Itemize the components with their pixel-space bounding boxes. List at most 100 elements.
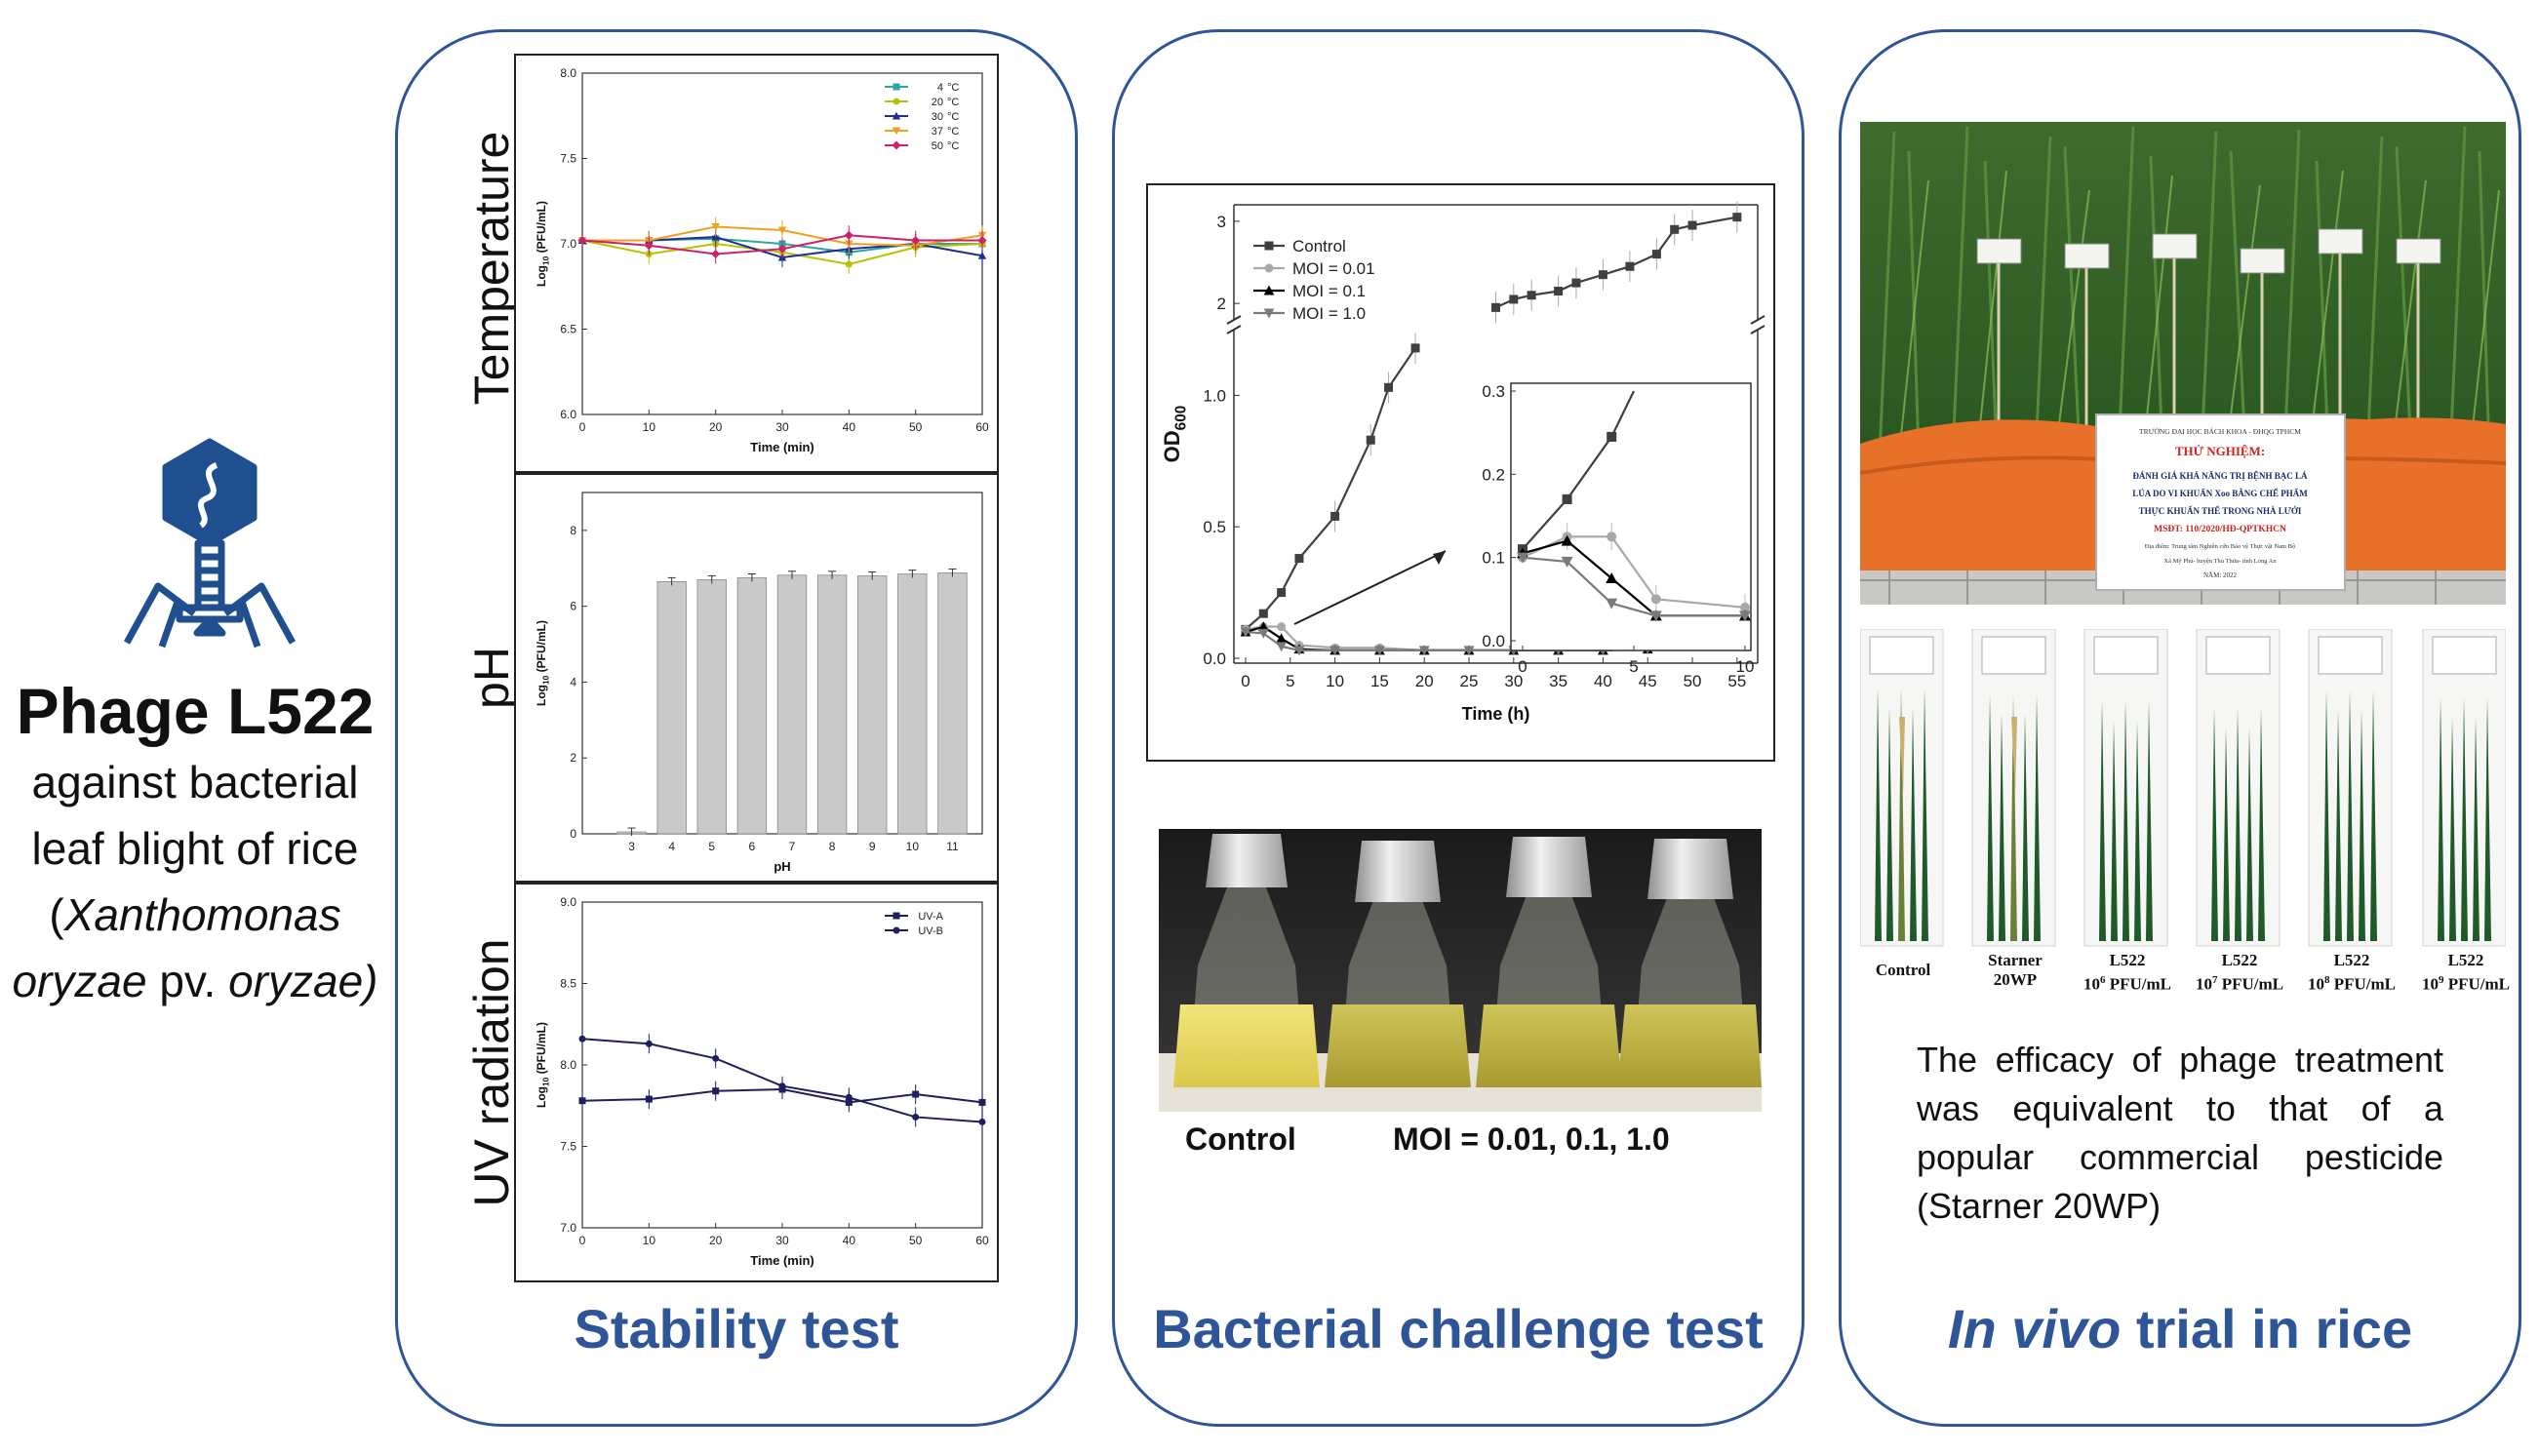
- y-tick-label: 8: [570, 524, 576, 537]
- x-tick-label: 50: [909, 420, 923, 434]
- series-control: [1241, 201, 1742, 634]
- inset-series-line: [1522, 390, 1635, 550]
- sign-line-4: LÚA DO VI KHUẨN Xoo BẰNG CHẾ PHẨM: [2132, 489, 2308, 498]
- rice-leaf: [1898, 688, 1905, 941]
- trial-sign: TRƯỜNG ĐẠI HỌC BÁCH KHOA - ĐHQG TPHCM TH…: [2095, 413, 2346, 591]
- data-point: [1625, 261, 1635, 271]
- leaf-label-6: L522 109 PFU/mL: [2411, 951, 2520, 995]
- leaf-label-unit: PFU/mL: [2105, 974, 2172, 994]
- x-axis-label: Time (min): [750, 1253, 814, 1268]
- x-tick-label: 9: [869, 840, 876, 853]
- data-point: [1258, 609, 1268, 618]
- sign-line-7: Địa điểm: Trung tâm Nghiên cứu Bảo vệ Th…: [2145, 543, 2295, 550]
- x-axis-label: Time (h): [1462, 704, 1530, 724]
- data-point: [1410, 343, 1420, 353]
- rice-leaf: [2223, 728, 2230, 941]
- legend-marker: [893, 83, 900, 91]
- x-tick-label: 40: [843, 1234, 856, 1247]
- ph-chart: 0 2 4 6 8 3 4 5 6 7 8 9 10 11 pH Log10 (PFU/mL): [535, 492, 983, 874]
- legend-marker: [892, 111, 901, 120]
- inset-series-moi-0-01: [1518, 523, 1750, 621]
- x-tick-label: 8: [829, 840, 836, 853]
- legend-label: 50: [932, 140, 943, 152]
- legend-unit: °C: [947, 111, 959, 123]
- rice-leaf: [2449, 717, 2456, 941]
- leaf-label-5: L522 108 PFU/mL: [2297, 951, 2406, 995]
- inset-chart: 0.0 0.1 0.2 0.3 0 5 10: [1482, 382, 1754, 676]
- legend-marker: [1264, 263, 1274, 273]
- plot-area: [581, 901, 983, 1229]
- inset-data-point: [1739, 610, 1751, 622]
- y-tick-label: 7.0: [560, 1221, 576, 1235]
- leaf-label-main: L522: [2221, 951, 2258, 969]
- data-point: [711, 223, 720, 231]
- leaf-sample-5: [2308, 629, 2393, 947]
- leaf-sample-3: [2083, 629, 2168, 947]
- y-tick-label: 9.0: [560, 895, 576, 909]
- rice-leaf: [2246, 728, 2253, 941]
- blight-lesion: [1899, 717, 1905, 795]
- data-point: [1276, 633, 1288, 644]
- data-point: [712, 1087, 720, 1095]
- x-tick-label: 0: [1241, 672, 1250, 690]
- rice-leaf: [2370, 690, 2377, 941]
- sign-line-2: THỬ NGHIỆM:: [2175, 444, 2265, 458]
- y-tick-label: 0: [570, 827, 576, 841]
- y-axis-label: Log10 (PFU/mL): [535, 201, 551, 287]
- sample-tag: [2318, 636, 2383, 675]
- x-tick-label: 40: [843, 420, 856, 434]
- x-tick-label: 20: [1415, 672, 1434, 690]
- leaf-label-dose: 10: [2307, 974, 2324, 994]
- rice-leaf: [2010, 694, 2017, 941]
- rice-trial-photo: TRƯỜNG ĐẠI HỌC BÁCH KHOA - ĐHQG TPHCM TH…: [1860, 122, 2506, 605]
- temperature-chart: 6.0 6.5 7.0 7.5 8.0 0 10 20 30 40 50 60 Time (min) Lo…: [535, 66, 989, 454]
- x-tick-label: 35: [1549, 672, 1567, 690]
- leaf-label-main: Control: [1875, 961, 1931, 979]
- leaf-label-unit: PFU/mL: [2443, 974, 2511, 994]
- flask-moi-0.1: [1476, 837, 1622, 1087]
- bar-ph-6: [736, 577, 768, 835]
- row-label-ph: pH: [464, 647, 519, 709]
- inset-data-point: [1606, 572, 1618, 583]
- od600-chart-frame: 0.0 0.5 1.0 2 3 0 5 10 15 20 25 30 35 40 45 50 55 Time (h…: [1146, 183, 1775, 762]
- leaf-label-dose: 10: [2083, 974, 2100, 994]
- legend-label: UV-A: [918, 911, 943, 923]
- leaf-sample-6: [2422, 629, 2506, 947]
- leaf-sample-4: [2196, 629, 2281, 947]
- challenge-title: Bacterial challenge test: [1153, 1298, 1764, 1359]
- y-tick-label: 2: [1217, 295, 1226, 313]
- axis-break-right: [1750, 315, 1765, 334]
- rice-leaf: [2122, 701, 2129, 941]
- data-point: [1651, 250, 1661, 259]
- inset-data-point: [1606, 598, 1618, 610]
- sample-tag: [1869, 636, 1934, 675]
- inset-data-point: [1650, 594, 1661, 605]
- flask-photo: [1159, 829, 1762, 1112]
- data-point: [1598, 270, 1607, 280]
- phage-name: Phage L522: [16, 675, 375, 747]
- bar-ph-9: [857, 575, 888, 835]
- leaf-label-main: L522: [2447, 951, 2484, 969]
- data-point: [1294, 554, 1304, 564]
- inset-data-point: [1607, 431, 1617, 442]
- data-point: [1330, 511, 1340, 521]
- x-tick-label: 11: [946, 840, 959, 853]
- y-tick-label: 6: [570, 600, 576, 613]
- legend-entry: 37 °C: [885, 126, 959, 138]
- leaf-label-dose: 10: [2421, 974, 2439, 994]
- legend-entry: 50 °C: [885, 140, 959, 152]
- rice-leaf: [1999, 714, 2005, 941]
- species-variety: oryzae): [228, 956, 378, 1006]
- y-tick-label: 3: [1217, 213, 1226, 231]
- x-tick-label: 45: [1639, 672, 1657, 690]
- x-tick-label: 10: [1326, 672, 1344, 690]
- sign-line-5: THỰC KHUẨN THỂ TRONG NHÀ LƯỚI: [2139, 506, 2302, 516]
- leaf-label-dose: 10: [2195, 974, 2212, 994]
- data-point: [1240, 627, 1251, 638]
- leaf-label-unit: PFU/mL: [2329, 974, 2397, 994]
- rice-leaf: [2211, 708, 2218, 941]
- legend-marker: [1264, 241, 1274, 251]
- rice-leaf: [1987, 694, 1994, 941]
- data-point: [712, 1054, 720, 1062]
- x-tick-label: 7: [789, 840, 796, 853]
